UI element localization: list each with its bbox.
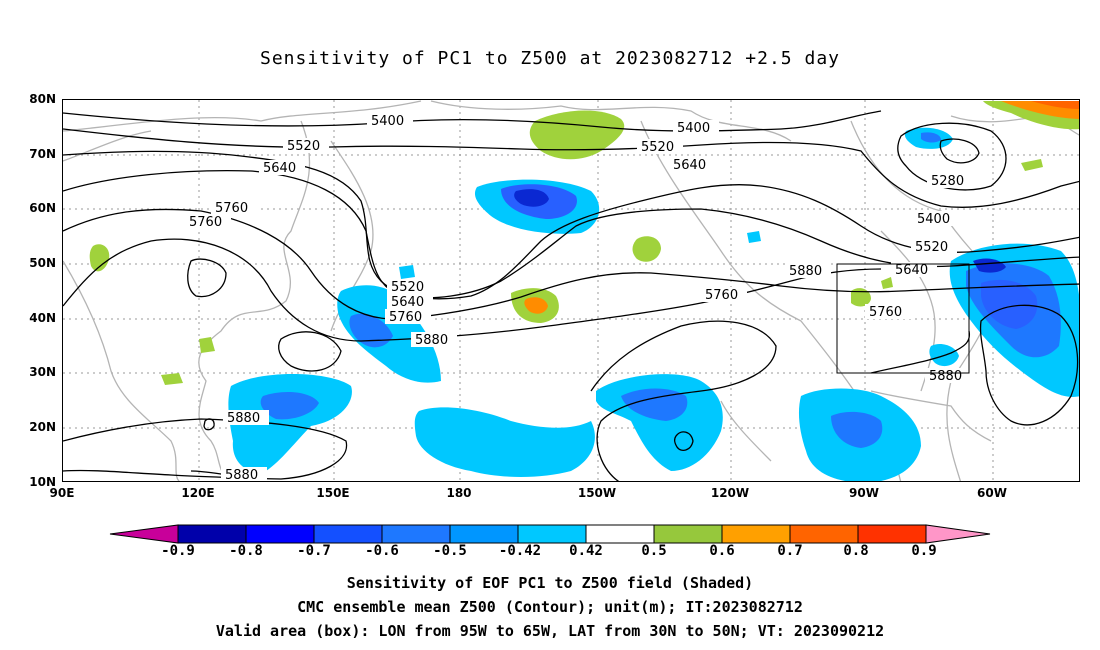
contour-label-5280: 5280 xyxy=(927,173,973,189)
svg-text:5880: 5880 xyxy=(789,264,822,279)
svg-text:5400: 5400 xyxy=(371,114,404,129)
colorbar-segment xyxy=(789,524,859,544)
map-svg: 5400 5400 5520 5520 5640 5640 5760 5760 … xyxy=(63,100,1079,482)
contour-label-5760-box: 5760 xyxy=(865,304,911,320)
negative-sensitivity-shading xyxy=(228,127,1079,481)
lon-label-60w: 60W xyxy=(977,486,1007,500)
svg-text:5400: 5400 xyxy=(917,212,950,227)
svg-text:5280: 5280 xyxy=(931,174,964,189)
colorbar-label: -0.8 xyxy=(229,543,263,559)
colorbar-label: -0.5 xyxy=(433,543,467,559)
svg-text:5760: 5760 xyxy=(215,201,248,216)
contour-label-5640-center: 5640 xyxy=(387,294,433,310)
valid-area-box xyxy=(836,263,970,374)
lon-label-120e: 120E xyxy=(181,486,215,500)
lat-label-50n: 50N xyxy=(29,256,56,270)
lat-label-70n: 70N xyxy=(29,147,56,161)
lat-label-40n: 40N xyxy=(29,311,56,325)
svg-text:5880: 5880 xyxy=(415,333,448,348)
contour-label-5640-left: 5640 xyxy=(259,160,305,176)
colorbar-label: 0.9 xyxy=(911,543,937,559)
caption-line-2: CMC ensemble mean Z500 (Contour); unit(m… xyxy=(297,598,803,616)
colorbar-label: 0.6 xyxy=(709,543,735,559)
colorbar-label: 0.8 xyxy=(843,543,869,559)
colorbar-label: -0.7 xyxy=(297,543,331,559)
lat-label-80n: 80N xyxy=(29,92,56,106)
colorbar-right-arrow xyxy=(925,524,991,544)
caption-line-1: Sensitivity of EOF PC1 to Z500 field (Sh… xyxy=(346,574,754,592)
colorbar-left-arrow xyxy=(109,524,179,544)
contour-label-5400-east: 5400 xyxy=(913,211,959,227)
svg-text:5520: 5520 xyxy=(915,240,948,255)
contour-label-5520-center: 5520 xyxy=(387,279,433,295)
colorbar-segment xyxy=(313,524,383,544)
colorbar-label: 0.7 xyxy=(777,543,803,559)
caption-line-3: Valid area (box): LON from 95W to 65W, L… xyxy=(215,622,885,640)
contour-label-5640-east: 5640 xyxy=(891,262,937,278)
contour-label-5880-sw-a: 5880 xyxy=(223,410,269,426)
contour-label-5880-east: 5880 xyxy=(785,263,831,279)
svg-text:5760: 5760 xyxy=(389,310,422,325)
lon-label-180: 180 xyxy=(446,486,472,500)
contour-label-5520-east: 5520 xyxy=(911,239,957,255)
lat-label-60n: 60N xyxy=(29,201,56,215)
colorbar-label: -0.9 xyxy=(161,543,195,559)
colorbar xyxy=(109,524,991,544)
colorbar-segment xyxy=(245,524,315,544)
lat-label-20n: 20N xyxy=(29,420,56,434)
lat-label-30n: 30N xyxy=(29,365,56,379)
contour-label-5640-mid: 5640 xyxy=(669,157,715,173)
colorbar-segment xyxy=(517,524,587,544)
colorbar-segment xyxy=(653,524,723,544)
contour-labels: 5400 5400 5520 5520 5640 5640 5760 5760 … xyxy=(185,113,973,482)
svg-text:5520: 5520 xyxy=(391,280,424,295)
contour-label-5880-sw-b: 5880 xyxy=(221,467,267,482)
svg-text:5400: 5400 xyxy=(677,121,710,136)
svg-text:5880: 5880 xyxy=(225,468,258,482)
map-panel: 5400 5400 5520 5520 5640 5640 5760 5760 … xyxy=(62,99,1080,482)
svg-text:5520: 5520 xyxy=(287,139,320,154)
lon-label-90e: 90E xyxy=(49,486,75,500)
colorbar-segment xyxy=(585,524,655,544)
lon-label-150e: 150E xyxy=(316,486,350,500)
colorbar-segment xyxy=(381,524,451,544)
lat-label-10n: 10N xyxy=(29,475,56,489)
svg-text:5640: 5640 xyxy=(895,263,928,278)
svg-text:5640: 5640 xyxy=(263,161,296,176)
contour-label-5520-mid: 5520 xyxy=(637,139,683,155)
contour-label-5760-a: 5760 xyxy=(211,200,257,216)
colorbar-segment xyxy=(857,524,927,544)
svg-text:5760: 5760 xyxy=(705,288,738,303)
colorbar-label: 0.42 xyxy=(569,543,603,559)
colorbar-segment xyxy=(449,524,519,544)
contour-label-5760-east: 5760 xyxy=(701,287,747,303)
contour-label-5760-center: 5760 xyxy=(385,309,431,325)
svg-text:5640: 5640 xyxy=(673,158,706,173)
contour-label-5880-center: 5880 xyxy=(411,332,457,348)
contour-label-5400-right: 5400 xyxy=(673,120,719,136)
lon-label-150w: 150W xyxy=(577,486,617,500)
z500-contours xyxy=(63,110,1079,481)
svg-text:5880: 5880 xyxy=(929,369,962,384)
contour-label-5880-box: 5880 xyxy=(925,368,971,384)
svg-text:5760: 5760 xyxy=(189,215,222,230)
contour-label-5760-b: 5760 xyxy=(185,214,231,230)
colorbar-label: 0.5 xyxy=(641,543,667,559)
colorbar-label: -0.42 xyxy=(498,543,542,559)
colorbar-label: -0.6 xyxy=(365,543,399,559)
svg-text:5640: 5640 xyxy=(391,295,424,310)
contour-label-5400-left: 5400 xyxy=(367,113,413,129)
colorbar-segment xyxy=(721,524,791,544)
contour-label-5520-left: 5520 xyxy=(283,138,329,154)
colorbar-segment xyxy=(177,524,247,544)
svg-text:5520: 5520 xyxy=(641,140,674,155)
lon-label-90w: 90W xyxy=(849,486,879,500)
svg-text:5760: 5760 xyxy=(869,305,902,320)
lon-label-120w: 120W xyxy=(710,486,750,500)
positive-sensitivity-shading xyxy=(89,101,1079,385)
svg-text:5880: 5880 xyxy=(227,411,260,426)
chart-title: Sensitivity of PC1 to Z500 at 2023082712… xyxy=(259,48,840,69)
